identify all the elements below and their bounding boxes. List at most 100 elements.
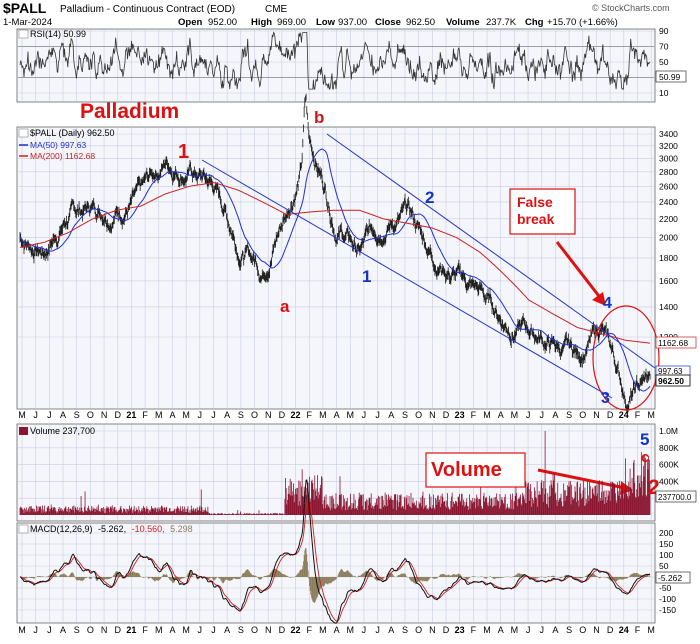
month-label: M: [18, 410, 26, 420]
false-break-line: False: [517, 194, 553, 210]
false-break-arrow: [555, 241, 604, 301]
month-label-bottom: J: [362, 625, 367, 635]
month-label: S: [402, 410, 408, 420]
blue-wave-3-label: 3: [601, 390, 610, 407]
channel-upper-line: [326, 133, 656, 369]
volume-tag: [655, 490, 697, 503]
month-label-bottom: M: [18, 625, 26, 635]
macd-legend-group: MACD(12,26,9) -5.262, -10.560, 5.298: [18, 524, 193, 534]
rsi-tick: 10: [659, 88, 669, 98]
month-label: 23: [455, 410, 465, 420]
macd-legend-prefix: MACD(12,26,9): [30, 524, 93, 534]
month-label: A: [498, 410, 504, 420]
month-label: J: [211, 410, 216, 420]
month-label: A: [552, 410, 558, 420]
month-label: J: [47, 410, 52, 420]
month-label-bottom: J: [375, 625, 380, 635]
price-tick: 1600: [659, 276, 678, 286]
month-label-bottom: F: [306, 625, 312, 635]
price-legend-swatch: [18, 128, 29, 138]
volume-tick: 1.0M: [659, 426, 678, 436]
month-label-bottom: M: [483, 625, 491, 635]
macd-tick: -100: [659, 594, 676, 604]
month-label-bottom: 22: [291, 625, 301, 635]
volume-callout-box: [425, 452, 526, 488]
month-label: J: [526, 410, 531, 420]
false-break-circle: [592, 305, 660, 411]
rsi-legend: RSI(14) 50.99: [30, 29, 86, 39]
month-label: M: [319, 410, 327, 420]
month-label: 22: [291, 410, 301, 420]
header: $PALL Palladium - Continuous Contract (E…: [3, 0, 670, 28]
false-break-box: [509, 188, 576, 235]
symbol: $PALL: [3, 0, 47, 16]
month-label-bottom: N: [101, 625, 108, 635]
price-tick: 3200: [659, 141, 678, 151]
month-label-bottom: N: [429, 625, 436, 635]
price-tick: 1400: [659, 302, 678, 312]
volume-series: [19, 431, 651, 515]
month-label-bottom: J: [526, 625, 531, 635]
rsi-panel: [16, 28, 656, 103]
open-label: Open: [178, 17, 202, 28]
month-label-bottom: M: [319, 625, 327, 635]
macd-tick: 50: [659, 561, 669, 571]
month-label-bottom: D: [279, 625, 286, 635]
volume-label: Volume: [446, 17, 480, 28]
ma50-legend: MA(50) 997.63: [30, 140, 86, 150]
month-label-bottom: D: [443, 625, 450, 635]
month-label-bottom: O: [87, 625, 94, 635]
chg-label: Chg: [525, 17, 544, 28]
macd-legend-hist: 5.298: [170, 524, 193, 534]
month-label: N: [265, 410, 272, 420]
month-label-bottom: J: [33, 625, 38, 635]
rsi-line: [19, 31, 651, 90]
header-date: 1-Mar-2024: [3, 17, 52, 28]
month-label-bottom: A: [60, 625, 66, 635]
macd-tick: 150: [659, 539, 673, 549]
price-legend: $PALL (Daily) 962.50: [30, 128, 115, 138]
price-tick: 2800: [659, 167, 678, 177]
right-axis-tags: 50.99 1162.68 997.63 962.50 237700.0 -5.…: [655, 70, 697, 584]
low-label: Low: [316, 17, 336, 28]
volume-callout-label: Volume: [431, 459, 502, 481]
month-label: A: [334, 410, 340, 420]
ma200-line: [19, 182, 651, 344]
macd-tick: -150: [659, 605, 676, 615]
month-label: A: [224, 410, 230, 420]
credit: © StockCharts.com: [592, 3, 670, 13]
price-panel: [16, 126, 656, 410]
ma50-tag-text: 997.63: [658, 367, 683, 376]
month-label-bottom: N: [265, 625, 272, 635]
rsi-tick: 90: [659, 26, 669, 36]
month-label: M: [182, 410, 190, 420]
month-label: M: [511, 410, 519, 420]
macd-panel: [16, 522, 656, 624]
volume-tick: 600K: [659, 460, 679, 470]
month-label: F: [471, 410, 477, 420]
month-label: 21: [126, 410, 136, 420]
false-break-arrowhead: [592, 292, 606, 306]
macd-legend: MACD(12,26,9) -5.262, -10.560, 5.298: [30, 524, 193, 534]
ma50-line: [19, 148, 651, 392]
month-label-bottom: S: [566, 625, 572, 635]
wave-1-label: 1: [178, 141, 189, 163]
month-label-bottom: 23: [455, 625, 465, 635]
month-label: M: [647, 410, 655, 420]
month-label-bottom: J: [198, 625, 203, 635]
rsi-series: [19, 31, 651, 90]
month-label: F: [142, 410, 148, 420]
high-value: 969.00: [277, 17, 306, 28]
month-label-bottom: 24: [619, 625, 629, 635]
month-label: D: [607, 410, 614, 420]
macd-line: [20, 479, 651, 624]
month-label-bottom: F: [142, 625, 148, 635]
month-label-bottom: F: [635, 625, 641, 635]
volume-legend: Volume 237,700: [30, 426, 95, 436]
blue-wave-2-label: 2: [425, 188, 434, 207]
price-series: [19, 93, 651, 414]
month-label-bottom: S: [238, 625, 244, 635]
rsi-legend-group: RSI(14) 50.99: [18, 29, 86, 39]
volume-tick: 400K: [659, 476, 679, 486]
macd-tick: 100: [659, 550, 673, 560]
